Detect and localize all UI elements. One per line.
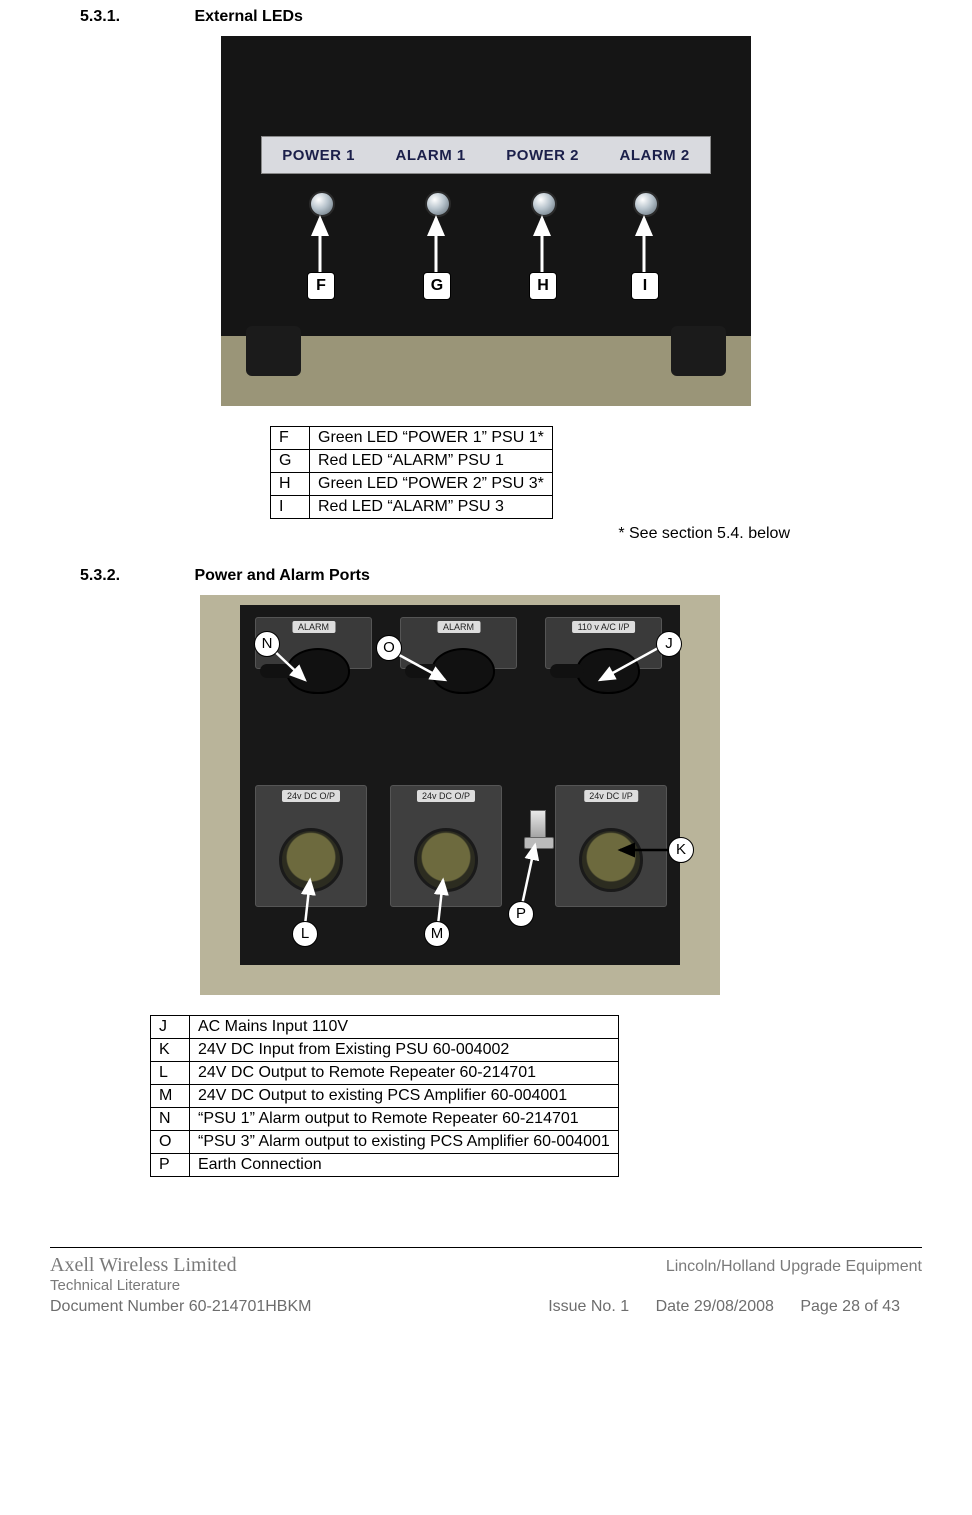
strip-label: ALARM 2 bbox=[620, 147, 690, 164]
footer-company: Axell Wireless Limited bbox=[50, 1254, 237, 1277]
table-row: GRed LED “ALARM” PSU 1 bbox=[271, 450, 553, 473]
section-title: External LEDs bbox=[194, 8, 302, 25]
table-row: PEarth Connection bbox=[151, 1154, 619, 1177]
callout-I: I bbox=[631, 272, 659, 300]
callout-N: N bbox=[254, 631, 280, 657]
callout-P: P bbox=[508, 901, 534, 927]
callout-M: M bbox=[424, 921, 450, 947]
callout-G: G bbox=[423, 272, 451, 300]
callout-J: J bbox=[656, 631, 682, 657]
callout-H: H bbox=[529, 272, 557, 300]
footer-date: Date 29/08/2008 bbox=[656, 1298, 774, 1315]
footer-issue: Issue No. 1 bbox=[548, 1298, 629, 1315]
footer-project: Lincoln/Holland Upgrade Equipment bbox=[666, 1258, 922, 1276]
table-led-key: FGreen LED “POWER 1” PSU 1* GRed LED “AL… bbox=[270, 426, 553, 519]
callout-F: F bbox=[307, 272, 335, 300]
led-power2 bbox=[531, 191, 557, 217]
plate-ac-input: 110 v A/C I/P bbox=[545, 617, 662, 669]
plate-dc-out-1: 24v DC O/P bbox=[255, 785, 367, 907]
page-footer: Axell Wireless Limited Technical Literat… bbox=[50, 1247, 922, 1316]
led-power1 bbox=[309, 191, 335, 217]
footer-page: Page 28 of 43 bbox=[800, 1298, 900, 1315]
section-number: 5.3.2. bbox=[80, 567, 190, 585]
section-number: 5.3.1. bbox=[80, 8, 190, 26]
plate-alarm-2: ALARM bbox=[400, 617, 517, 669]
table-row: K24V DC Input from Existing PSU 60-00400… bbox=[151, 1039, 619, 1062]
strip-label: ALARM 1 bbox=[396, 147, 466, 164]
section-heading-532: 5.3.2. Power and Alarm Ports bbox=[80, 567, 922, 585]
led-alarm1 bbox=[425, 191, 451, 217]
led-alarm2 bbox=[633, 191, 659, 217]
callout-K: K bbox=[668, 837, 694, 863]
figure-external-leds: POWER 1 ALARM 1 POWER 2 ALARM 2 F G H I bbox=[221, 36, 751, 406]
table-row: N“PSU 1” Alarm output to Remote Repeater… bbox=[151, 1108, 619, 1131]
strip-label: POWER 1 bbox=[282, 147, 355, 164]
strip-label: POWER 2 bbox=[506, 147, 579, 164]
footer-docno: Document Number 60-214701HBKM bbox=[50, 1298, 311, 1316]
section-title: Power and Alarm Ports bbox=[194, 567, 369, 584]
table-row: L24V DC Output to Remote Repeater 60-214… bbox=[151, 1062, 619, 1085]
table-row: M24V DC Output to existing PCS Amplifier… bbox=[151, 1085, 619, 1108]
callout-O: O bbox=[376, 635, 402, 661]
section-heading-531: 5.3.1. External LEDs bbox=[80, 8, 922, 26]
footer-subtitle: Technical Literature bbox=[50, 1277, 237, 1294]
table-row: HGreen LED “POWER 2” PSU 3* bbox=[271, 473, 553, 496]
led-label-strip: POWER 1 ALARM 1 POWER 2 ALARM 2 bbox=[261, 136, 711, 174]
table-row: IRed LED “ALARM” PSU 3 bbox=[271, 496, 553, 519]
table-row: FGreen LED “POWER 1” PSU 1* bbox=[271, 427, 553, 450]
figure-power-alarm-ports: ALARM ALARM 110 v A/C I/P 24v DC O/P 24v… bbox=[200, 595, 720, 995]
table-row: O“PSU 3” Alarm output to existing PCS Am… bbox=[151, 1131, 619, 1154]
callout-L: L bbox=[292, 921, 318, 947]
table-ports-key: JAC Mains Input 110V K24V DC Input from … bbox=[150, 1015, 619, 1177]
table-row: JAC Mains Input 110V bbox=[151, 1016, 619, 1039]
plate-dc-out-2: 24v DC O/P bbox=[390, 785, 502, 907]
table1-footnote: * See section 5.4. below bbox=[270, 525, 790, 543]
earth-stud bbox=[530, 810, 546, 842]
plate-dc-in: 24v DC I/P bbox=[555, 785, 667, 907]
